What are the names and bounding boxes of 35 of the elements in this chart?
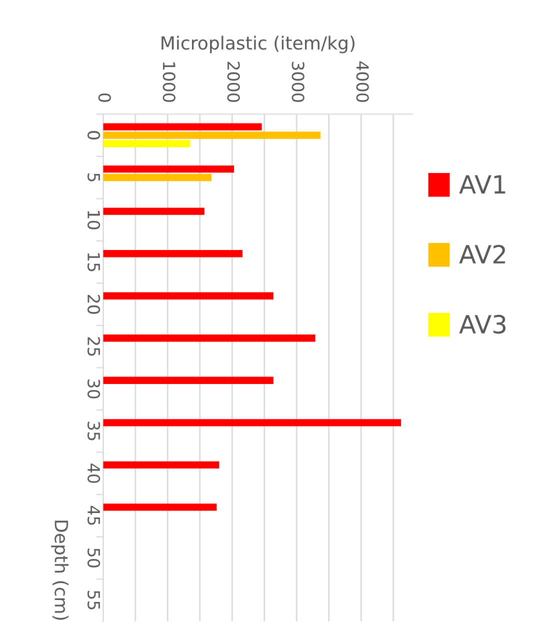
bar	[103, 419, 402, 426]
bar	[103, 292, 274, 300]
bar	[103, 140, 190, 148]
bar	[103, 208, 204, 215]
bar	[103, 174, 212, 182]
bar	[103, 123, 262, 130]
y-tick-label: 15	[88, 253, 100, 272]
x-tick-label: 2000	[227, 62, 240, 102]
legend-label: AV3	[459, 314, 506, 334]
bar	[103, 334, 316, 342]
y-tick-label: 10	[88, 211, 100, 230]
y-tick-label: 35	[88, 422, 100, 440]
bar	[103, 250, 242, 258]
bar	[103, 132, 320, 139]
y-tick-label: 40	[88, 464, 100, 483]
x-axis-title: Microplastic (item/kg)	[162, 36, 354, 54]
legend-label: AV1	[459, 175, 506, 194]
y-tick-label: 25	[88, 337, 100, 356]
bar	[103, 461, 220, 469]
y-tick-label: 55	[88, 590, 100, 610]
y-tick-label: 50	[88, 548, 100, 568]
legend-label: AV2	[459, 244, 506, 264]
bar	[103, 165, 234, 173]
x-tick-label: 0	[98, 94, 111, 102]
x-tick-label: 4000	[356, 61, 369, 102]
bar	[103, 504, 217, 511]
y-tick-label: 20	[88, 294, 100, 314]
y-tick-label: 0	[88, 131, 100, 140]
y-tick-label: 30	[88, 380, 100, 398]
bar	[103, 376, 274, 384]
y-tick-label: 45	[88, 506, 100, 525]
y-axis-title: Depth (cm)	[51, 520, 69, 620]
y-tick-label: 5	[88, 174, 100, 182]
x-tick-label: 1000	[162, 62, 176, 102]
x-tick-label: 3000	[292, 62, 304, 102]
